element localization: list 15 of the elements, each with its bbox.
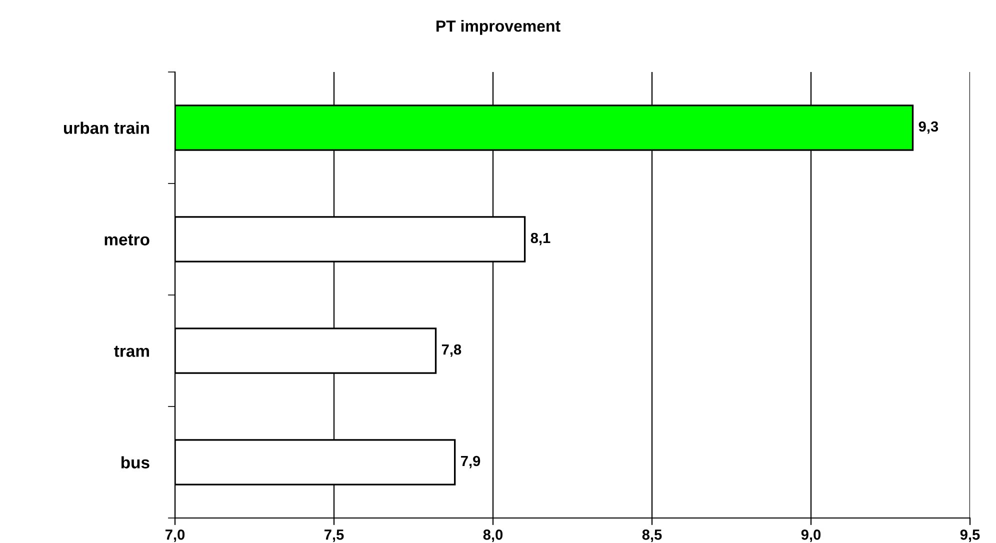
x-tick-label: 8,5 xyxy=(642,529,662,542)
data-label: 8,1 xyxy=(530,232,550,246)
data-label: 9,3 xyxy=(918,121,938,134)
chart-title: PT improvement xyxy=(436,20,560,35)
x-tick-label: 8,0 xyxy=(483,529,503,542)
y-tick-label: metro xyxy=(104,234,150,246)
x-tick-label: 9,0 xyxy=(801,529,821,542)
data-label: 7,8 xyxy=(442,344,462,357)
x-tick-label: 7,0 xyxy=(165,529,185,542)
x-tick-label: 7,5 xyxy=(324,530,344,542)
y-tick-label: urban train xyxy=(64,122,149,134)
y-tick-label: bus xyxy=(121,456,150,468)
data-label: 7,9 xyxy=(461,456,480,468)
x-tick-label: 9,5 xyxy=(960,529,980,542)
y-tick-label: tram xyxy=(114,346,149,357)
